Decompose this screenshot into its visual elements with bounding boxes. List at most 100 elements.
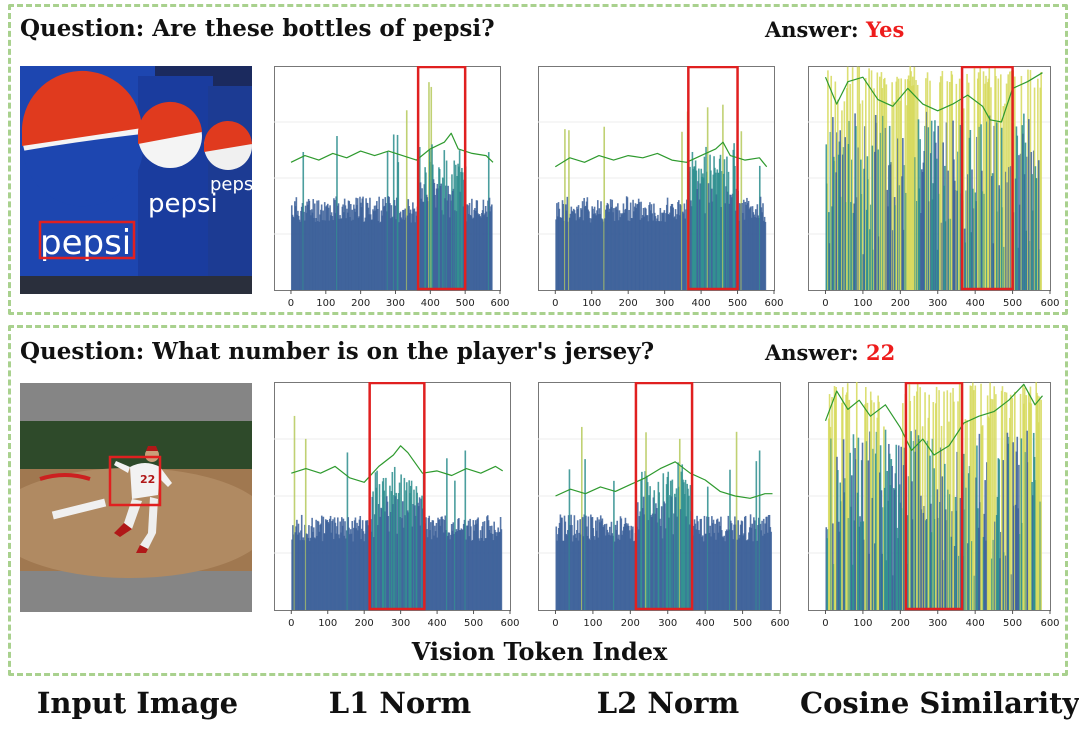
bar [555, 526, 558, 610]
bar [559, 217, 561, 290]
bar [491, 533, 494, 610]
bar [1015, 451, 1018, 610]
bar [939, 447, 942, 610]
bar [874, 543, 876, 610]
x-tick-label: 0 [822, 298, 828, 309]
bar [578, 218, 581, 290]
bar [943, 185, 945, 290]
bar [947, 170, 949, 290]
bar [715, 194, 718, 290]
bar [897, 138, 899, 290]
bar [617, 203, 619, 290]
trend-curve [824, 383, 1043, 456]
bar [708, 202, 711, 290]
bar [648, 205, 650, 290]
x-tick-label: 200 [621, 618, 640, 629]
bar [606, 202, 609, 290]
bar [704, 533, 707, 610]
bar [749, 514, 752, 610]
bar [930, 503, 932, 610]
bar [872, 249, 875, 290]
bar [735, 431, 738, 610]
bar [409, 485, 412, 610]
chart-cos-row1: 0 100 200 300 400 500 600 [808, 66, 1060, 309]
bar [633, 211, 635, 290]
bar [996, 496, 999, 610]
bar [598, 519, 600, 610]
bar [953, 401, 955, 610]
bar [622, 203, 625, 290]
bar [651, 213, 654, 290]
bar [714, 523, 716, 610]
bar [417, 502, 419, 610]
bar [868, 553, 870, 610]
bar [745, 204, 747, 290]
bar [297, 523, 300, 610]
bar [963, 228, 966, 290]
bar [580, 209, 583, 290]
bar [935, 158, 938, 290]
bar [381, 508, 383, 610]
bar [1004, 391, 1006, 610]
bar [678, 486, 680, 610]
bar [569, 525, 572, 610]
bar [885, 84, 888, 290]
bar [667, 213, 670, 290]
bar [685, 516, 688, 610]
bar [641, 218, 643, 290]
bar [377, 504, 380, 610]
bar [674, 209, 677, 290]
bar [683, 482, 685, 610]
bar [869, 229, 871, 290]
bar [499, 517, 502, 610]
bar [586, 535, 589, 610]
bar [769, 527, 772, 610]
bar [952, 120, 954, 290]
bar [576, 206, 578, 290]
bar [477, 517, 479, 610]
bar [623, 523, 626, 610]
bar [1021, 522, 1024, 610]
bar [836, 456, 838, 610]
bar [948, 494, 951, 610]
bar [405, 490, 407, 610]
bar [758, 165, 761, 290]
bar [594, 213, 597, 290]
bar [1033, 456, 1036, 610]
bar [593, 536, 595, 610]
bar [706, 486, 709, 610]
bar [825, 527, 828, 610]
bar [883, 426, 885, 610]
bar [660, 506, 663, 610]
bar [762, 203, 764, 290]
bar [627, 523, 629, 610]
bar [864, 387, 867, 610]
bar [895, 81, 898, 290]
bar [946, 390, 949, 610]
bar [990, 176, 993, 290]
bar [754, 528, 757, 610]
bar [851, 159, 853, 290]
bar [375, 487, 378, 610]
bar [902, 138, 904, 290]
bar [749, 207, 751, 290]
bar [580, 208, 582, 290]
bar [921, 171, 924, 290]
bar [734, 516, 736, 610]
bar [579, 216, 581, 290]
image-highlight-box-2 [108, 455, 162, 507]
bar [748, 527, 751, 610]
bar [592, 528, 595, 610]
bar [948, 218, 950, 290]
bar [1027, 119, 1030, 290]
bar [767, 515, 770, 610]
bar [1013, 212, 1015, 290]
bar [316, 535, 318, 610]
bar [582, 536, 585, 610]
bar [647, 221, 650, 290]
bar [659, 207, 662, 290]
bar [366, 520, 369, 610]
bar [337, 517, 339, 610]
bar [353, 527, 355, 610]
bar [885, 560, 888, 610]
